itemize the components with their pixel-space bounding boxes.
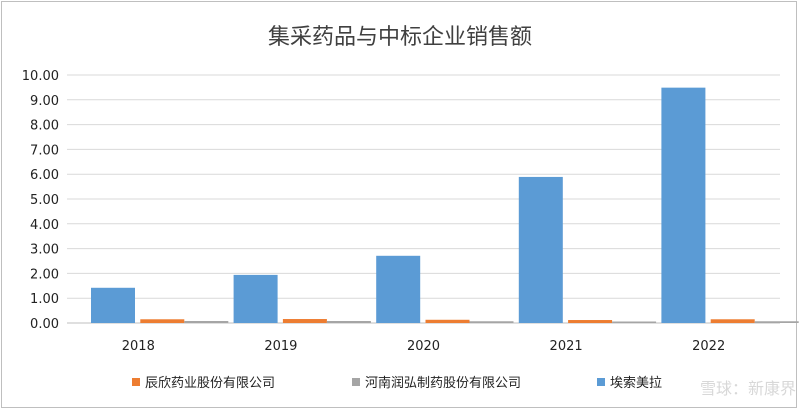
y-tick-label: 5.00 <box>30 193 59 208</box>
x-axis: 2018 2019 2020 2021 2022 <box>122 339 725 354</box>
bar-1-2018 <box>140 319 185 323</box>
x-tick-label: 2021 <box>550 339 583 354</box>
legend: 辰欣药业股份有限公司 河南润弘制药股份有限公司 埃索美拉 <box>132 375 662 391</box>
bars <box>91 87 799 323</box>
bar-1-2021 <box>568 320 613 323</box>
x-tick-label: 2020 <box>407 339 440 354</box>
bar-2-2022 <box>754 321 799 323</box>
y-tick-label: 0.00 <box>30 317 59 332</box>
bar-1-2022 <box>710 319 755 323</box>
bar-3-2021 <box>518 176 563 323</box>
y-tick-label: 3.00 <box>30 243 59 258</box>
y-tick-label: 6.00 <box>30 168 59 183</box>
y-axis: 0.00 1.00 2.00 3.00 4.00 5.00 6.00 7.00 8.00 9.00… <box>22 69 59 332</box>
y-tick-label: 9.00 <box>30 94 59 109</box>
y-tick-label: 10.00 <box>22 69 59 84</box>
bar-3-2018 <box>91 287 135 323</box>
x-tick-label: 2018 <box>122 339 155 354</box>
legend-label-3: 埃索美拉 <box>610 376 662 391</box>
bar-1-2019 <box>282 319 327 323</box>
bar-3-2019 <box>233 274 278 323</box>
x-tick-label: 2022 <box>692 339 725 354</box>
y-tick-label: 8.00 <box>30 119 59 134</box>
watermark: 雪球：新康界 <box>700 379 796 398</box>
y-tick-label: 1.00 <box>30 292 59 307</box>
legend-swatch-3 <box>597 378 605 386</box>
bar-2-2020 <box>469 321 514 323</box>
y-tick-label: 7.00 <box>30 143 59 158</box>
bar-2-2019 <box>326 321 371 323</box>
legend-swatch-2 <box>352 378 360 386</box>
legend-label-2: 河南润弘制药股份有限公司 <box>365 375 521 391</box>
chart-title: 集采药品与中标企业销售额 <box>268 25 532 50</box>
legend-swatch-1 <box>132 378 140 386</box>
bar-3-2022 <box>661 87 706 323</box>
y-tick-label: 2.00 <box>30 267 59 282</box>
bar-2-2021 <box>612 321 657 323</box>
bar-1-2020 <box>425 319 470 323</box>
x-tick-label: 2019 <box>264 339 297 354</box>
legend-label-1: 辰欣药业股份有限公司 <box>145 376 275 391</box>
bar-3-2020 <box>376 255 421 323</box>
y-tick-label: 4.00 <box>30 218 59 233</box>
bar-2-2018 <box>184 321 229 323</box>
